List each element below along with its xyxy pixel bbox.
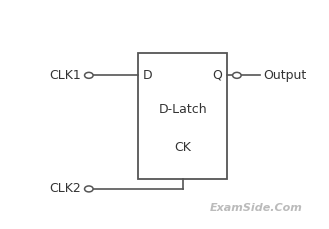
Text: Output: Output	[263, 69, 306, 82]
Circle shape	[233, 72, 241, 78]
Circle shape	[85, 186, 93, 192]
Text: D: D	[143, 69, 152, 82]
Text: CLK1: CLK1	[49, 69, 81, 82]
Bar	[138, 53, 227, 179]
Text: ExamSide.Com: ExamSide.Com	[210, 203, 303, 213]
Text: Q: Q	[213, 69, 222, 82]
Text: CK: CK	[174, 141, 191, 154]
Text: D-Latch: D-Latch	[158, 103, 207, 116]
Text: CLK2: CLK2	[49, 183, 81, 195]
Circle shape	[85, 72, 93, 78]
